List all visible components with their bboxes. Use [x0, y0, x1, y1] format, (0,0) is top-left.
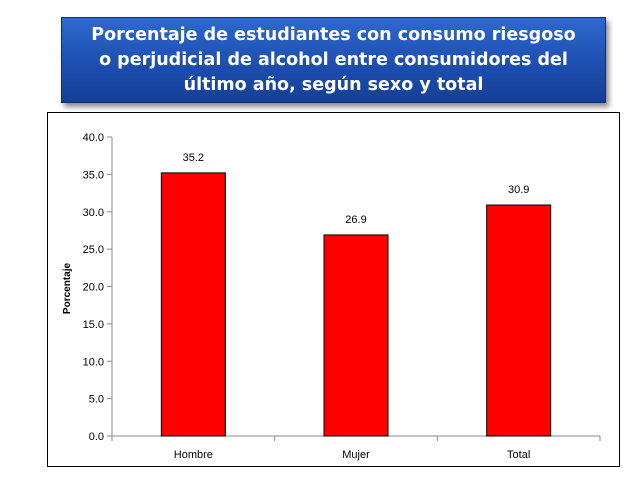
title-line-2: o perjudicial de alcohol entre consumido…: [99, 50, 568, 70]
y-tick-label: 0.0: [89, 431, 104, 443]
x-tick-label-total: Total: [507, 449, 530, 461]
chart-title-banner: Porcentaje de estudiantes con consumo ri…: [61, 17, 606, 103]
y-tick-label: 35.0: [83, 169, 104, 181]
y-ticks: 0.0 5.0 10.0 15.0 20.0 25.0 30.0 35.0 40.0: [83, 132, 112, 443]
data-label-mujer: 26.9: [345, 214, 366, 226]
title-line-3: último año, según sexo y total: [183, 75, 484, 95]
data-label-hombre: 35.2: [183, 152, 204, 164]
y-tick-label: 25.0: [83, 244, 104, 256]
labels: 35.2 Hombre 26.9 Mujer 30.9 Total: [174, 152, 531, 461]
y-tick-label: 30.0: [83, 207, 104, 219]
y-tick-label: 40.0: [83, 132, 104, 144]
title-line-1: Porcentaje de estudiantes con consumo ri…: [91, 25, 576, 45]
bar-mujer: [323, 234, 389, 437]
x-tick-label-hombre: Hombre: [174, 449, 213, 461]
y-axis-label: Porcentaje: [62, 262, 73, 314]
bar-hombre: [160, 172, 226, 437]
y-tick-label: 20.0: [83, 282, 104, 294]
bar-total: [486, 204, 552, 437]
x-tick-label-mujer: Mujer: [342, 449, 370, 461]
y-tick-label: 15.0: [83, 319, 104, 331]
bars: [160, 172, 552, 437]
y-tick-label: 10.0: [83, 356, 104, 368]
y-tick-label: 5.0: [89, 394, 104, 406]
data-label-total: 30.9: [508, 184, 529, 196]
